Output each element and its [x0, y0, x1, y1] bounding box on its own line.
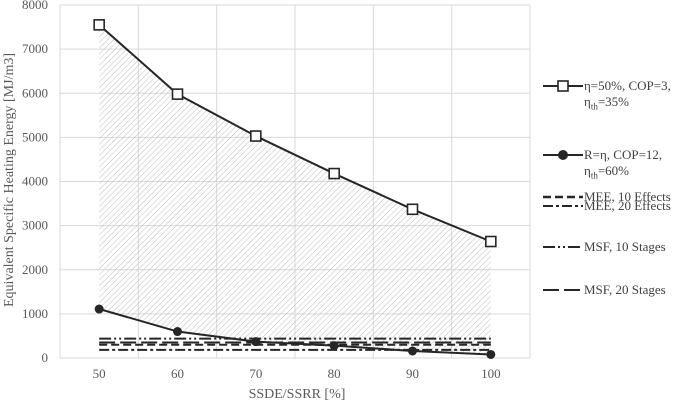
x-tick-label: 50	[93, 366, 106, 381]
legend-symbol-dash-dot	[543, 205, 583, 207]
data-point-square	[250, 130, 262, 142]
data-point-circle	[94, 304, 104, 314]
legend-item-series-5: MSF, 10 Stages	[543, 239, 685, 273]
legend-item-series-4: MEE, 20 Effects	[543, 198, 685, 232]
x-tick-label: 70	[249, 366, 262, 381]
legend-label-series-3: MEE, 10 Effects	[584, 189, 671, 204]
y-tick-label: 8000	[22, 0, 48, 12]
x-tick-label: 80	[328, 366, 341, 381]
data-point-circle	[486, 349, 496, 359]
y-tick-label: 0	[42, 350, 49, 365]
reference-lines	[99, 337, 491, 351]
data-point-circle	[408, 346, 417, 356]
y-tick-label: 5000	[22, 129, 48, 144]
y-tick-label: 4000	[22, 174, 48, 189]
y-axis-title: Equivalent Specific Heating Energy [MJ/m…	[2, 53, 17, 307]
x-tick-label: 60	[171, 366, 184, 381]
legend-symbol-long-dash	[543, 289, 583, 291]
data-point-square	[171, 88, 184, 100]
data-point-square	[485, 235, 497, 248]
series-line-1	[98, 24, 492, 243]
y-tick-label: 3000	[22, 218, 48, 233]
data-point-square	[328, 167, 340, 180]
data-point-square	[93, 19, 105, 31]
legend-symbol-circle	[543, 150, 583, 160]
legend-label-series-4: MEE, 20 Effects	[584, 198, 671, 213]
legend-symbol-dash-dot-dot	[543, 246, 583, 248]
data-series	[93, 19, 497, 359]
data-point-circle	[251, 337, 261, 347]
y-tick-labels: 0 1000 2000 3000 4000 5000 6000 7000 8000	[22, 0, 48, 365]
legend-label-series-2: R=η, COP=12, ηth=60%	[584, 147, 663, 181]
data-point-circle	[173, 327, 182, 337]
legend-item-series-3: MEE, 10 Effects	[543, 189, 685, 223]
data-point-square	[406, 203, 419, 216]
legend-symbol-square	[543, 80, 583, 92]
legend-label-series-1: η=50%, COP=3, ηth=35%	[584, 78, 671, 112]
legend-item-series-1: η=50%, COP=3, ηth=35%	[543, 78, 685, 112]
x-tick-labels: 50 60 70 80 90 100	[93, 366, 501, 381]
y-tick-label: 2000	[22, 262, 48, 277]
y-tick-label: 1000	[22, 306, 48, 321]
legend-symbol-dash	[543, 195, 583, 199]
x-tick-label: 90	[406, 366, 419, 381]
legend-item-series-6: MSF, 20 Stages	[543, 282, 685, 316]
data-point-circle	[329, 341, 339, 351]
legend-item-series-2: R=η, COP=12, ηth=60%	[543, 147, 685, 181]
y-tick-label: 7000	[22, 41, 48, 56]
x-axis-title: SSDE/SSRR [%]	[249, 387, 346, 402]
series-line-2	[98, 308, 491, 356]
legend-label-series-6: MSF, 20 Stages	[584, 282, 666, 297]
y-tick-label: 6000	[22, 85, 48, 100]
legend-label-series-5: MSF, 10 Stages	[584, 239, 666, 254]
x-tick-label: 100	[481, 366, 501, 381]
shaded-region	[99, 24, 491, 355]
